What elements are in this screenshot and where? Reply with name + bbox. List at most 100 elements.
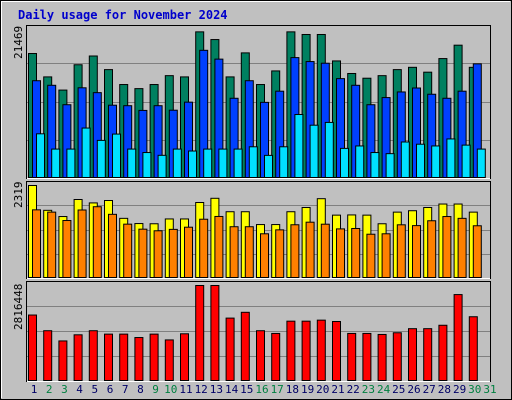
chart-bars — [28, 31, 486, 382]
bar-kbytes-day-1 — [28, 314, 37, 381]
bar-sites-day-18 — [290, 224, 300, 279]
day-label-12: 12 — [195, 383, 208, 396]
bar-sites-day-13 — [214, 215, 224, 279]
bar-sites-day-11 — [184, 226, 193, 278]
bar-pages-day-19 — [309, 124, 319, 178]
day-label-11: 11 — [179, 383, 192, 396]
bar-kbytes-day-6 — [104, 333, 113, 382]
bar-pages-day-14 — [233, 148, 243, 178]
chart-title: Daily usage for November 2024 — [18, 8, 228, 22]
bar-sites-day-8 — [138, 228, 148, 278]
day-label-20: 20 — [316, 383, 329, 396]
bar-pages-day-28 — [446, 138, 456, 178]
bar-pages-day-10 — [172, 148, 182, 178]
bar-kbytes-day-8 — [134, 337, 144, 381]
bar-sites-day-9 — [153, 230, 163, 278]
bar-kbytes-day-14 — [225, 317, 235, 381]
bar-kbytes-day-5 — [88, 330, 98, 381]
bar-kbytes-day-13 — [210, 285, 220, 381]
x-axis-day-labels: 1 2 3 4 5 6 7 8 9 10 11 12 13 14 15 16 17 18 19 20 21 22 23 24 2… — [31, 383, 497, 396]
bar-pages-day-9 — [157, 154, 167, 178]
day-label-2: 2 — [46, 383, 53, 396]
bar-kbytes-day-19 — [301, 320, 311, 382]
bar-pages-day-30 — [476, 148, 486, 178]
day-label-16: 16 — [255, 383, 268, 396]
bar-kbytes-day-17 — [271, 332, 281, 381]
bar-kbytes-day-16 — [256, 330, 265, 381]
bar-pages-day-2 — [51, 148, 61, 178]
bar-pages-day-21 — [340, 147, 349, 179]
bar-sites-day-2 — [47, 211, 57, 279]
bar-pages-day-26 — [416, 143, 425, 178]
day-label-1: 1 — [31, 383, 38, 396]
bar-kbytes-day-24 — [377, 333, 387, 382]
day-label-8: 8 — [137, 383, 144, 396]
bar-kbytes-day-11 — [180, 333, 189, 381]
bar-sites-day-1 — [32, 209, 41, 278]
bar-sites-day-24 — [381, 233, 391, 278]
bar-sites-day-21 — [336, 228, 345, 279]
bar-pages-day-24 — [385, 153, 395, 179]
bar-kbytes-day-23 — [362, 332, 372, 381]
day-label-15: 15 — [240, 383, 253, 396]
bar-kbytes-day-28 — [438, 324, 448, 381]
day-label-27: 27 — [423, 383, 436, 396]
bar-sites-day-27 — [427, 220, 437, 279]
bar-sites-day-29 — [457, 217, 467, 278]
day-label-30: 30 — [468, 383, 481, 396]
day-label-18: 18 — [286, 383, 299, 396]
bar-kbytes-day-22 — [347, 332, 357, 381]
bar-kbytes-day-2 — [43, 330, 53, 381]
day-label-28: 28 — [438, 383, 451, 396]
day-label-3: 3 — [61, 383, 68, 396]
bar-sites-day-15 — [244, 226, 254, 279]
bar-kbytes-day-21 — [332, 321, 341, 382]
bar-kbytes-day-29 — [453, 294, 463, 381]
bar-kbytes-day-3 — [58, 340, 68, 381]
bar-pages-day-8 — [142, 152, 152, 178]
day-label-5: 5 — [91, 383, 98, 396]
bar-pages-day-5 — [96, 139, 106, 178]
bar-pages-day-23 — [370, 152, 380, 178]
bar-pages-day-4 — [81, 127, 91, 179]
bar-kbytes-day-20 — [316, 319, 326, 381]
bar-pages-day-16 — [264, 154, 273, 179]
day-label-10: 10 — [164, 383, 177, 396]
day-label-21: 21 — [331, 383, 344, 396]
day-label-22: 22 — [347, 383, 360, 396]
bar-kbytes-day-4 — [73, 334, 83, 382]
day-label-24: 24 — [377, 383, 391, 396]
bar-kbytes-day-12 — [195, 285, 205, 381]
bottom-panel-ymax-label: 2816448 — [12, 284, 25, 330]
bar-pages-day-17 — [279, 146, 289, 179]
bar-sites-day-23 — [366, 233, 376, 278]
middle-panel-ymax-label: 2319 — [12, 182, 25, 209]
bar-sites-day-20 — [320, 223, 330, 279]
bar-kbytes-day-9 — [149, 333, 159, 382]
bar-sites-day-25 — [396, 224, 406, 278]
bar-pages-day-13 — [218, 148, 228, 178]
day-label-29: 29 — [453, 383, 466, 396]
bar-sites-day-19 — [305, 221, 315, 279]
day-label-25: 25 — [392, 383, 405, 396]
bar-kbytes-day-30 — [468, 316, 478, 382]
bar-pages-day-29 — [461, 144, 471, 178]
bar-sites-day-17 — [275, 229, 285, 278]
bar-sites-day-6 — [108, 213, 117, 278]
bar-sites-day-16 — [260, 233, 269, 278]
day-label-13: 13 — [210, 383, 223, 396]
bar-kbytes-day-26 — [408, 328, 417, 382]
bar-pages-day-22 — [355, 145, 365, 178]
bar-kbytes-day-27 — [423, 328, 433, 382]
day-label-23: 23 — [362, 383, 375, 396]
day-label-17: 17 — [271, 383, 284, 396]
bar-sites-day-14 — [229, 226, 239, 279]
bar-sites-day-5 — [92, 206, 102, 279]
bar-sites-day-7 — [123, 223, 133, 278]
bar-sites-day-4 — [77, 209, 87, 278]
bar-pages-day-6 — [112, 133, 121, 179]
bar-sites-day-26 — [412, 225, 421, 279]
bar-kbytes-day-18 — [286, 320, 296, 382]
bar-sites-day-30 — [472, 225, 482, 278]
